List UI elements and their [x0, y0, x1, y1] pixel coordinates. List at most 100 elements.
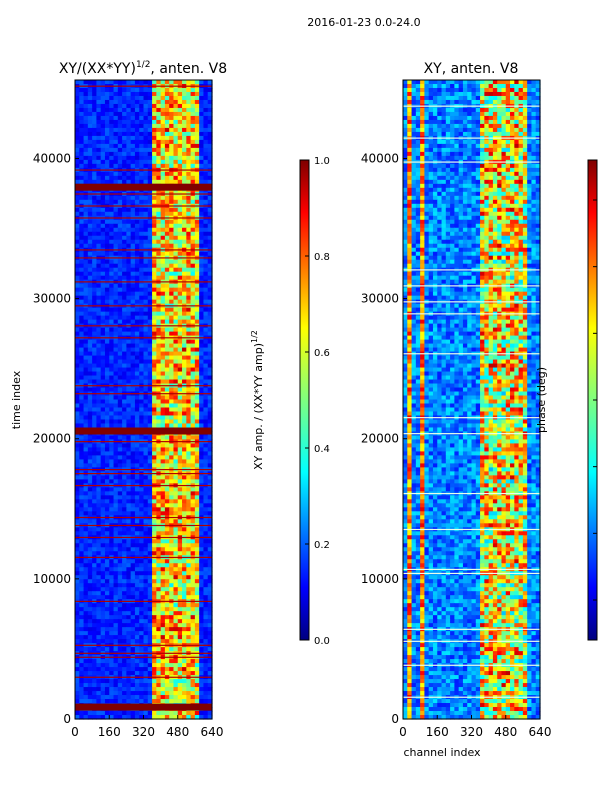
- heatmap-cell: [96, 699, 102, 704]
- heatmap-cell: [122, 123, 127, 129]
- heatmap-cell: [83, 219, 89, 225]
- heatmap-cell: [117, 207, 123, 213]
- heatmap-cell: [169, 227, 175, 233]
- heatmap-cell: [109, 411, 115, 417]
- heatmap-cell: [164, 139, 170, 145]
- heatmap-cell: [92, 379, 98, 385]
- heatmap-cell: [199, 559, 205, 564]
- heatmap-cell: [207, 559, 213, 564]
- heatmap-cell: [75, 387, 80, 393]
- heatmap-cell: [152, 559, 157, 564]
- heatmap-cell: [96, 415, 102, 421]
- heatmap-cell: [122, 211, 127, 217]
- heatmap-cell: [169, 455, 175, 460]
- heatmap-cell: [79, 527, 85, 532]
- heatmap-cell: [194, 647, 200, 652]
- heatmap-cell: [122, 127, 127, 133]
- heatmap-cell: [177, 287, 183, 293]
- heatmap-cell: [160, 311, 166, 317]
- heatmap-cell: [79, 367, 85, 373]
- heatmap-cell: [177, 331, 183, 337]
- heatmap-cell: [190, 355, 196, 361]
- heatmap-cell: [92, 463, 98, 468]
- heatmap-cell: [147, 419, 153, 425]
- heatmap-cell: [156, 251, 162, 257]
- heatmap-cell: [113, 499, 119, 504]
- heatmap-cell: [199, 451, 205, 457]
- heatmap-cell: [83, 619, 89, 624]
- heatmap-cell: [104, 171, 110, 177]
- heatmap-cell: [109, 491, 115, 496]
- heatmap-cell: [87, 447, 93, 453]
- heatmap-cell: [104, 647, 110, 652]
- heatmap-cell: [199, 327, 205, 333]
- heatmap-cell: [203, 507, 209, 512]
- heatmap-cell: [109, 519, 115, 524]
- heatmap-cell: [126, 559, 132, 564]
- heatmap-cell: [152, 99, 157, 105]
- heatmap-cell: [203, 423, 209, 429]
- heatmap-cell: [92, 139, 98, 145]
- heatmap-cell: [190, 531, 196, 536]
- heatmap-cell: [207, 423, 213, 429]
- heatmap-cell: [109, 179, 115, 185]
- heatmap-cell: [156, 435, 162, 441]
- heatmap-cell: [203, 311, 209, 317]
- heatmap-cell: [113, 151, 119, 157]
- heatmap-cell: [100, 91, 106, 97]
- heatmap-cell: [186, 355, 192, 361]
- heatmap-cell: [147, 219, 153, 225]
- heatmap-cell: [117, 667, 123, 672]
- heatmap-cell: [139, 539, 145, 544]
- heatmap-cell: [122, 543, 127, 548]
- heatmap-cell: [104, 103, 110, 109]
- heatmap-cell: [100, 627, 106, 632]
- heatmap-cell: [160, 691, 166, 696]
- heatmap-cell: [147, 503, 153, 508]
- heatmap-cell: [199, 387, 205, 393]
- flag-line: [75, 468, 212, 471]
- heatmap-cell: [194, 163, 200, 169]
- heatmap-cell: [117, 591, 123, 596]
- heatmap-cell: [113, 475, 119, 480]
- heatmap-cell: [117, 459, 123, 464]
- heatmap-cell: [186, 387, 192, 393]
- heatmap-cell: [83, 299, 89, 305]
- heatmap-cell: [147, 80, 153, 85]
- heatmap-cell: [194, 91, 200, 97]
- heatmap-cell: [117, 603, 123, 608]
- heatmap-cell: [79, 691, 85, 696]
- heatmap-cell: [177, 647, 183, 652]
- heatmap-cell: [79, 243, 85, 249]
- heatmap-cell: [130, 367, 136, 373]
- heatmap-cell: [173, 315, 179, 321]
- heatmap-cell: [79, 363, 85, 369]
- heatmap-cell: [117, 99, 123, 105]
- heatmap-cell: [182, 579, 187, 584]
- heatmap-cell: [75, 591, 80, 596]
- heatmap-cell: [152, 463, 157, 468]
- heatmap-cell: [169, 595, 175, 600]
- heatmap-cell: [122, 107, 127, 113]
- heatmap-cell: [152, 375, 157, 381]
- heatmap-cell: [134, 595, 140, 600]
- heatmap-cell: [152, 619, 157, 624]
- heatmap-cell: [199, 491, 205, 496]
- heatmap-cell: [109, 479, 115, 484]
- heatmap-cell: [130, 287, 136, 293]
- heatmap-cell: [83, 667, 89, 672]
- heatmap-cell: [117, 587, 123, 592]
- heatmap-cell: [87, 547, 93, 552]
- heatmap-cell: [109, 587, 115, 592]
- heatmap-cell: [122, 587, 127, 592]
- heatmap-cell: [169, 131, 175, 137]
- heatmap-cell: [182, 395, 187, 401]
- heatmap-cell: [143, 331, 149, 337]
- heatmap-cell: [190, 447, 196, 453]
- heatmap-cell: [160, 135, 166, 141]
- heatmap-cell: [117, 95, 123, 101]
- heatmap-cell: [100, 695, 106, 700]
- heatmap-cell: [87, 295, 93, 301]
- heatmap-cell: [194, 95, 200, 101]
- heatmap-cell: [190, 671, 196, 676]
